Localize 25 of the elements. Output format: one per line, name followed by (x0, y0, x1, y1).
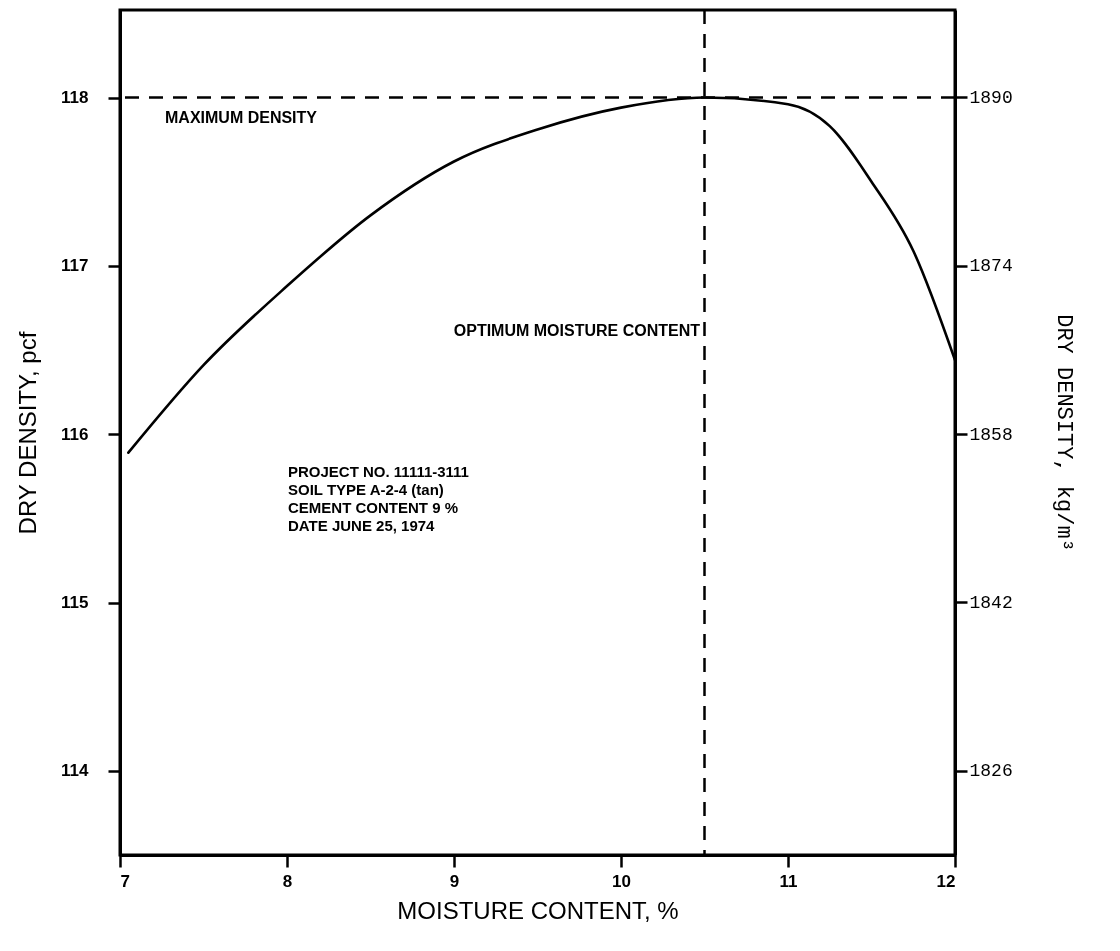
y2-tick-label: 1858 (969, 424, 1013, 445)
y-tick-label: 115 (61, 593, 89, 613)
annotation: OPTIMUM MOISTURE CONTENT (453, 322, 701, 339)
y2-tick-label: 1890 (969, 87, 1013, 108)
y2-tick-label: 1874 (969, 256, 1013, 277)
annotation: PROJECT NO. 11111-3111 (288, 463, 469, 480)
x-axis-title: MOISTURE CONTENT, % (397, 896, 679, 924)
x-tick-label: 8 (282, 871, 293, 891)
y2-axis-title: DRY DENSITY, kg/m³ (1050, 314, 1076, 552)
y-axis-title: DRY DENSITY, pcf (14, 331, 42, 535)
annotation: MAXIMUM DENSITY (165, 109, 318, 126)
x-tick-label: 10 (612, 871, 631, 891)
y2-tick-label: 1842 (969, 592, 1013, 613)
y-tick-label: 116 (61, 424, 89, 444)
y-tick-label: 114 (61, 761, 90, 781)
x-tick-label: 12 (936, 871, 956, 891)
x-tick-label: 9 (449, 871, 460, 891)
x-tick-label: 7 (120, 871, 130, 891)
annotation: CEMENT CONTENT 9 % (288, 499, 459, 516)
annotation: DATE JUNE 25, 1974 (288, 517, 436, 534)
y2-tick-label: 1826 (969, 761, 1013, 782)
x-tick-label: 11 (779, 871, 798, 891)
y-tick-label: 117 (61, 256, 89, 276)
y-tick-label: 118 (61, 88, 89, 108)
annotation: SOIL TYPE A-2-4 (tan) (288, 481, 444, 498)
